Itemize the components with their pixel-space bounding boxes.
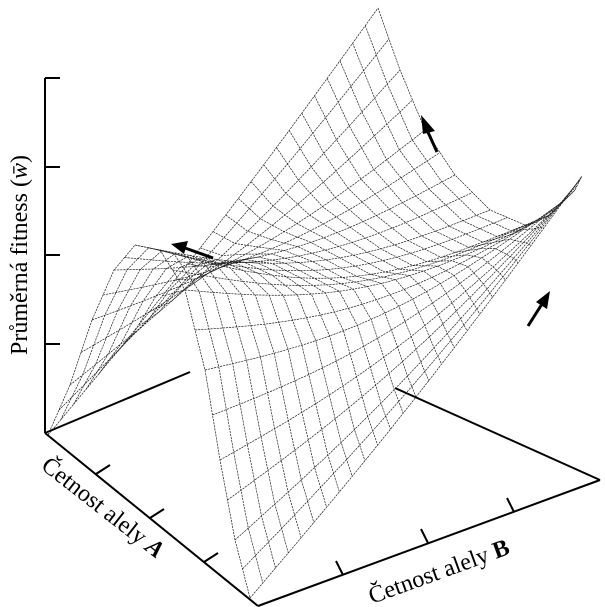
- mesh-column: [276, 147, 481, 315]
- axis-a-label: Četnost alely A: [36, 451, 169, 563]
- mesh-column: [174, 259, 379, 446]
- mesh-column: [364, 25, 570, 232]
- mesh-column: [149, 261, 353, 477]
- b-axis-tick: [506, 497, 515, 513]
- back-edge-right: [394, 387, 601, 481]
- mesh-column: [85, 252, 289, 553]
- mesh-column: [98, 255, 302, 538]
- mesh-row: [102, 152, 441, 296]
- mesh-column: [162, 261, 366, 461]
- mesh-row: [234, 179, 581, 541]
- arrow-up-ridge-icon: [421, 115, 439, 153]
- mesh-column: [288, 130, 493, 298]
- arrow-left-ridge-icon: [171, 241, 214, 260]
- a-axis-tick: [203, 552, 219, 563]
- y-axis-label: Průměrná fitness (w̄): [7, 155, 33, 355]
- mesh-row: [113, 174, 456, 271]
- mesh-column: [136, 260, 340, 493]
- fitness-surface-mesh: [47, 7, 583, 599]
- mesh-column: [212, 231, 417, 398]
- axis-frequency-a: [44, 432, 259, 607]
- mesh-row: [184, 214, 551, 296]
- mesh-column: [73, 250, 276, 568]
- mesh-column: [60, 247, 264, 584]
- a-axis-tick: [95, 464, 111, 475]
- mesh-column: [187, 256, 391, 430]
- mesh-column: [377, 7, 583, 226]
- mesh-row: [212, 194, 571, 416]
- mesh-row: [159, 224, 526, 279]
- mesh-column: [238, 198, 442, 365]
- mesh-column: [301, 113, 506, 281]
- mesh-column: [326, 78, 532, 248]
- mesh-row: [58, 38, 390, 411]
- mesh-column: [250, 181, 455, 348]
- axes-frame: [44, 77, 601, 607]
- mesh-column: [225, 214, 430, 381]
- mesh-row: [249, 175, 583, 599]
- mesh-row: [147, 217, 508, 272]
- axis-b-label: Četnost alely B: [365, 534, 513, 607]
- mesh-column: [111, 257, 315, 523]
- mesh-column: [47, 244, 251, 599]
- b-axis-tick: [335, 560, 344, 576]
- mesh-row: [80, 99, 413, 353]
- mesh-row: [242, 177, 582, 570]
- mesh-row: [124, 192, 473, 264]
- mesh-row: [219, 189, 576, 461]
- mesh-column: [339, 60, 544, 243]
- mesh-column: [200, 247, 404, 414]
- mesh-column: [123, 259, 327, 508]
- mesh-row: [134, 209, 491, 264]
- arrow-right-peak-icon: [526, 291, 550, 327]
- mesh-column: [263, 164, 468, 332]
- mesh-column: [314, 95, 519, 264]
- back-edge-left: [44, 371, 191, 434]
- axis-frequency-b: [257, 479, 601, 607]
- mesh-row: [194, 207, 558, 331]
- a-axis-tick: [149, 508, 165, 519]
- mesh-column: [352, 43, 557, 237]
- mesh-row: [91, 129, 426, 321]
- b-axis-tick: [420, 528, 429, 544]
